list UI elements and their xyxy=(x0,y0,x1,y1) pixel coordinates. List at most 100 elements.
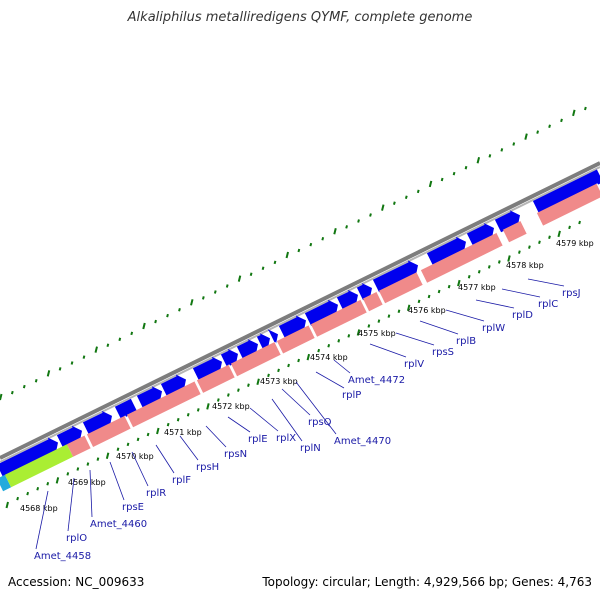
reverse-gene-divider xyxy=(308,324,316,338)
forward-gene-arrow xyxy=(267,329,278,346)
outer-tick xyxy=(560,118,563,123)
gene-leader-line xyxy=(369,343,407,358)
outer-tick xyxy=(548,124,551,129)
kbp-label: 4578 kbp xyxy=(506,261,544,270)
gene-label: rplP xyxy=(342,390,361,401)
inner-tick xyxy=(528,245,531,249)
inner-tick xyxy=(447,284,451,289)
outer-tick xyxy=(0,393,3,401)
kbp-label: 4570 kbp xyxy=(116,452,154,461)
forward-gene-arrow xyxy=(256,333,270,350)
outer-tick xyxy=(369,213,372,217)
kbp-label: 4573 kbp xyxy=(260,377,298,386)
gene-leader-line xyxy=(333,359,351,374)
outer-tick xyxy=(404,195,408,200)
inner-tick xyxy=(538,240,541,244)
inner-tick xyxy=(55,477,60,484)
inner-tick xyxy=(176,417,180,422)
reverse-gene-bar xyxy=(276,325,316,354)
reverse-gene-bar xyxy=(310,299,368,337)
inner-tick xyxy=(497,260,501,264)
outer-tick xyxy=(70,361,74,365)
gene-label: rplN xyxy=(300,443,321,454)
outer-tick xyxy=(345,225,348,229)
outer-tick xyxy=(190,299,194,306)
outer-tick xyxy=(34,378,38,383)
gene-label: rplE xyxy=(248,434,268,445)
inner-tick xyxy=(267,373,270,378)
reverse-gene-bar xyxy=(126,381,202,428)
gene-leader-line xyxy=(475,299,515,309)
reverse-gene-divider xyxy=(194,381,202,395)
inner-tick xyxy=(406,304,411,312)
outer-tick xyxy=(237,275,242,282)
outer-tick xyxy=(106,343,110,347)
gene-leader-line xyxy=(281,388,311,416)
forward-strand-genes xyxy=(0,167,600,478)
forward-gene-arrow xyxy=(56,425,82,448)
inner-tick xyxy=(306,353,311,361)
inner-tick xyxy=(146,432,150,437)
genome-stats-label: Topology: circular; Length: 4,929,566 bp… xyxy=(262,575,592,589)
inner-tick xyxy=(548,235,551,240)
outer-tick xyxy=(201,296,205,300)
reverse-gene-bar xyxy=(86,415,132,447)
outer-tick xyxy=(428,180,433,188)
gene-label: rplC xyxy=(538,299,558,310)
gene-leader-line xyxy=(131,451,149,487)
gene-label: rplB xyxy=(456,336,476,347)
forward-gene-arrow xyxy=(356,283,372,301)
reverse-gene-bar xyxy=(362,291,384,312)
inner-tick xyxy=(156,427,160,435)
outer-tick xyxy=(297,248,301,253)
outer-tick xyxy=(572,109,576,117)
gene-label: rplX xyxy=(276,433,296,444)
gene-leader-line xyxy=(445,309,485,322)
inner-tick xyxy=(86,462,90,466)
kbp-label: 4577 kbp xyxy=(458,283,496,292)
kbp-label: 4579 kbp xyxy=(556,239,594,248)
inner-tick xyxy=(397,309,401,313)
inner-tick xyxy=(227,393,230,397)
reverse-gene-divider xyxy=(228,364,236,378)
inner-tick xyxy=(166,422,170,427)
inner-tick xyxy=(105,452,110,459)
inner-tick xyxy=(297,358,300,363)
forward-gene-arrow xyxy=(278,315,306,339)
reverse-gene-divider xyxy=(596,183,600,191)
genome-title: Alkaliphilus metalliredigens QYMF, compl… xyxy=(127,10,473,25)
inner-tick xyxy=(507,255,511,262)
inner-tick xyxy=(136,437,140,442)
inner-tick xyxy=(387,314,391,318)
outer-tick xyxy=(58,367,62,371)
forward-gene-arrow xyxy=(304,299,338,326)
gene-leader-line xyxy=(67,477,75,532)
kbp-label: 4576 kbp xyxy=(408,306,446,315)
outer-tick xyxy=(476,157,481,164)
outer-tick xyxy=(452,171,456,176)
forward-gene-arrow xyxy=(494,210,520,233)
inner-tick xyxy=(26,491,30,496)
reverse-gene-divider xyxy=(376,291,384,305)
gene-label: rplO xyxy=(66,533,87,544)
gene-label: rpsS xyxy=(432,347,454,358)
inner-tick xyxy=(196,408,200,412)
outer-tick xyxy=(321,236,325,241)
gene-leader-line xyxy=(155,444,175,474)
reverse-gene-divider xyxy=(84,435,92,449)
gene-leader-line xyxy=(35,490,49,550)
inner-tick-ring xyxy=(5,220,581,509)
outer-tick xyxy=(22,384,26,389)
forward-gene-arrow xyxy=(426,236,466,266)
forward-gene-arrow xyxy=(82,410,112,435)
inner-tick xyxy=(477,270,481,274)
outer-tick xyxy=(10,390,14,395)
kbp-label: 4571 kbp xyxy=(164,428,202,437)
gene-leader-line xyxy=(419,320,459,335)
inner-tick xyxy=(327,343,331,348)
reverse-gene-divider xyxy=(416,271,424,285)
inner-tick xyxy=(186,413,190,417)
gene-label: rpsH xyxy=(196,462,219,473)
outer-tick xyxy=(261,266,265,271)
